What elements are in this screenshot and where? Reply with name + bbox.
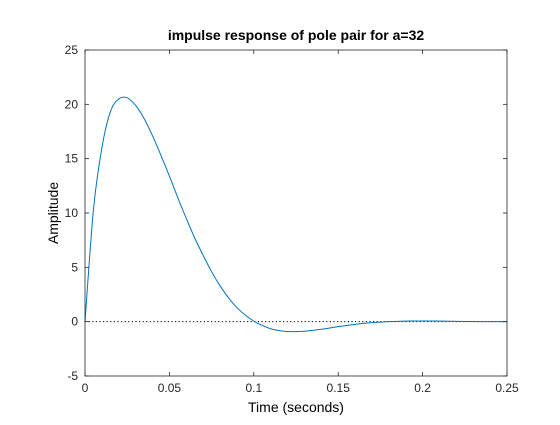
x-tick-label: 0.05 [158,381,182,395]
y-tick-label: 25 [65,43,79,57]
y-axis-ticks: -5 0 5 10 15 20 25 [65,43,507,383]
x-tick-label: 0.2 [414,381,431,395]
y-tick-label: 5 [71,260,78,274]
impulse-response-line [84,96,507,333]
x-axis-label: Time (seconds) [248,399,344,415]
x-tick-label: 0.1 [245,381,262,395]
y-axis-label: Amplitude [45,182,61,244]
y-tick-label: 0 [71,315,78,329]
plot-area [85,50,507,376]
y-tick-label: -5 [67,369,78,383]
x-axis-ticks: 0 0.05 0.1 0.15 0.2 0.25 [82,50,519,395]
y-tick-label: 10 [65,206,79,220]
y-tick-label: 20 [65,97,79,111]
x-tick-label: 0 [82,381,89,395]
chart-title: impulse response of pole pair for a=32 [168,27,425,43]
x-tick-label: 0.15 [327,381,351,395]
x-tick-label: 0.25 [495,381,519,395]
plot-marks [84,96,507,333]
y-tick-label: 15 [65,152,79,166]
